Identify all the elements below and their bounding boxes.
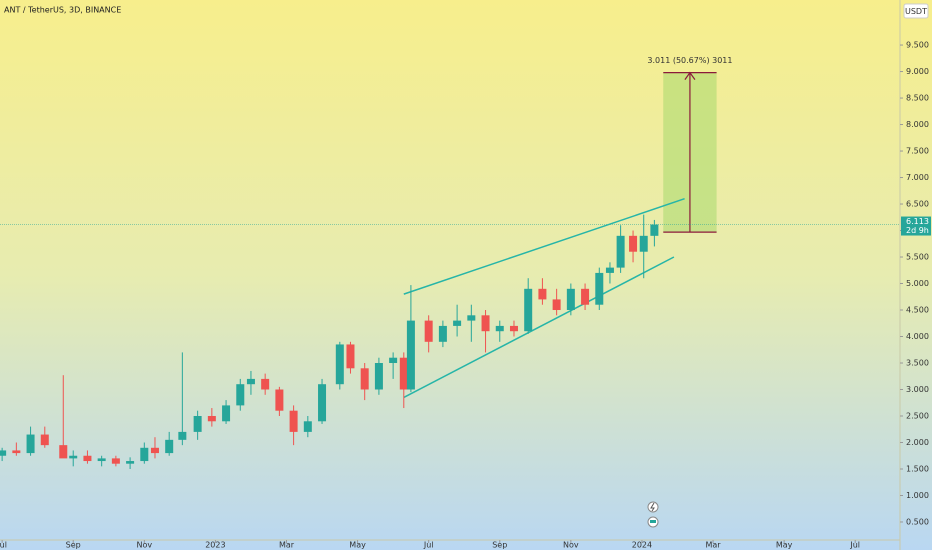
channel-line	[403, 256, 675, 399]
candle-body	[374, 363, 383, 390]
x-tick-label: Nov	[563, 541, 579, 550]
candle-body	[424, 320, 433, 342]
measure-label: 3.011 (50.67%) 3011	[647, 56, 732, 65]
candle-body	[236, 384, 245, 406]
y-tick-label: 5.500	[906, 253, 929, 262]
candle-body	[0, 450, 7, 456]
candle-body	[581, 288, 590, 305]
candle-body	[150, 447, 159, 454]
x-tick-label: Jul	[0, 541, 7, 550]
last-price-box	[901, 216, 931, 236]
candle-body	[289, 410, 298, 432]
y-tick-label: 4.000	[906, 332, 929, 341]
last-price-countdown: 2d 9h	[906, 226, 929, 235]
candle-body	[639, 235, 648, 252]
candle-body	[481, 315, 490, 332]
candle-body	[335, 344, 344, 385]
candle-body	[552, 299, 561, 311]
candle-body	[303, 421, 312, 432]
x-tick-label: Mar	[279, 541, 295, 550]
y-tick-label: 8.000	[906, 120, 929, 129]
candle-body	[246, 378, 255, 385]
y-tick-label: 1.000	[906, 491, 929, 500]
chart-title: ANT / TetherUS, 3D, BINANCE	[4, 6, 121, 15]
x-tick-label: Jul	[849, 541, 860, 550]
x-tick-label: Nov	[137, 541, 153, 550]
candle-body	[399, 357, 408, 390]
candle-body	[275, 389, 284, 411]
candle-body	[406, 320, 415, 390]
currency-box[interactable]	[903, 3, 929, 19]
x-tick-label: 2024	[632, 541, 652, 550]
candle-body	[538, 288, 547, 300]
y-tick-label: 3.000	[906, 385, 929, 394]
candle-body	[165, 439, 174, 454]
x-tick-label: Sep	[66, 541, 81, 550]
y-tick-label: 1.500	[906, 464, 929, 473]
y-tick-label: 2.500	[906, 411, 929, 420]
y-tick-label: 3.500	[906, 359, 929, 368]
y-tick-label: 5.000	[906, 279, 929, 288]
y-tick-label: 4.500	[906, 306, 929, 315]
y-tick-label: 0.500	[906, 517, 929, 526]
candle-body	[438, 325, 447, 342]
candle-body	[566, 288, 575, 311]
candle-body	[453, 320, 462, 326]
y-tick-label: 9.500	[906, 41, 929, 50]
y-tick-label: 2.000	[906, 438, 929, 447]
x-tick-label: May	[776, 541, 793, 550]
x-tick-label: Sep	[492, 541, 507, 550]
candle-body	[318, 384, 327, 422]
candle-body	[509, 325, 518, 332]
candle-body	[126, 461, 135, 464]
candle-body	[193, 415, 202, 432]
candle-body	[69, 455, 78, 459]
candle-body	[346, 344, 355, 369]
candle-body	[495, 325, 504, 332]
y-tick-label: 9.000	[906, 67, 929, 76]
y-tick-label: 7.500	[906, 147, 929, 156]
candle-body	[26, 434, 35, 454]
candle-body	[360, 368, 369, 390]
x-tick-label: Mar	[705, 541, 721, 550]
measure-arrowhead	[684, 71, 696, 80]
x-tick-label: 2023	[205, 541, 225, 550]
candle-body	[629, 235, 638, 252]
candle-body	[178, 431, 187, 440]
candle-body	[207, 415, 216, 422]
x-tick-label: May	[349, 541, 366, 550]
candle-body	[467, 315, 476, 321]
x-tick-label: Jul	[423, 541, 434, 550]
y-tick-label: 8.500	[906, 94, 929, 103]
currency-label[interactable]: USDT	[905, 7, 927, 16]
candle-body	[650, 224, 659, 236]
candle-body	[83, 455, 92, 462]
candle-body	[605, 267, 614, 273]
candle-body	[97, 458, 106, 462]
event-icons[interactable]	[647, 501, 659, 528]
candle-body	[222, 405, 231, 422]
y-tick-label: 7.000	[906, 173, 929, 182]
candle-body	[12, 450, 21, 454]
candle-body	[261, 378, 270, 390]
candle-body	[616, 235, 625, 268]
candle-body	[40, 434, 49, 446]
candle-body	[140, 447, 149, 462]
last-price-label: 6.113	[906, 217, 929, 226]
candle-body	[595, 272, 604, 305]
candle-body	[111, 458, 120, 464]
y-tick-label: 6.500	[906, 200, 929, 209]
candle-body	[389, 357, 398, 364]
candle-body	[59, 445, 68, 459]
channel-line	[403, 198, 685, 295]
candle-body	[524, 288, 533, 332]
